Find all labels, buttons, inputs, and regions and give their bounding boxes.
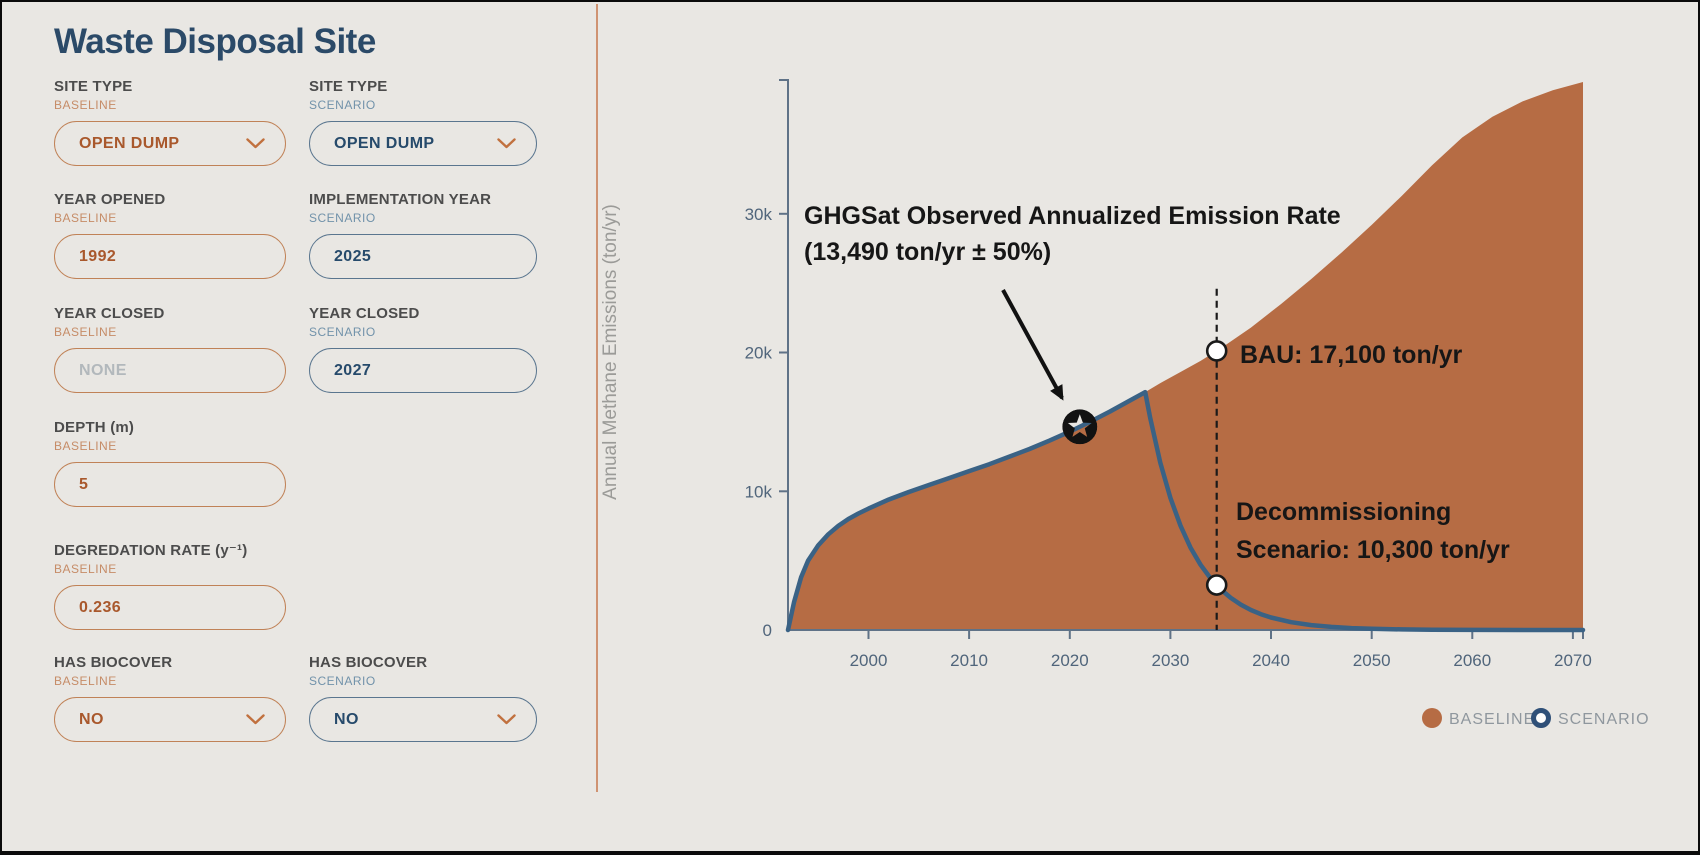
field-value: 1992: [79, 247, 117, 265]
field-sublabel: BASELINE: [54, 439, 117, 453]
scenario-line: [785, 389, 1586, 633]
decommissioning-annotation-line1: Decommissioning: [1236, 498, 1451, 526]
observed-annotation-line1: GHGSat Observed Annualized Emission Rate: [804, 202, 1341, 230]
field-year-opened-baseline: YEAR OPENED BASELINE 1992: [54, 191, 286, 279]
tick-label: 2020: [1051, 651, 1089, 670]
tick-label: 2030: [1151, 651, 1189, 670]
scenario-legend-label: SCENARIO: [1558, 711, 1650, 728]
field-year-closed-scenario: YEAR CLOSED SCENARIO 2027: [309, 305, 537, 393]
field-value: 2027: [334, 361, 372, 379]
emissions-chart-svg: 2000 2010 2020 2030 2040 2050 2060 2070 0 10k 20k 3…: [600, 79, 1650, 728]
text-input[interactable]: 1992: [54, 234, 286, 279]
decommissioning-annotation-line2: Scenario: 10,300 ton/yr: [1236, 536, 1510, 564]
chevron-down-icon: [497, 138, 516, 149]
field-label: SITE TYPE: [54, 78, 133, 95]
tick-label: 30k: [745, 205, 773, 224]
text-input[interactable]: 5: [54, 462, 286, 507]
text-input[interactable]: 2025: [309, 234, 537, 279]
field-sublabel: BASELINE: [54, 562, 117, 576]
chevron-down-icon: [246, 138, 265, 149]
field-value: OPEN DUMP: [334, 134, 435, 152]
text-input[interactable]: 0.236: [54, 585, 286, 630]
field-sublabel: SCENARIO: [309, 211, 376, 225]
dropdown-select[interactable]: NO: [54, 697, 286, 742]
field-sublabel: BASELINE: [54, 211, 117, 225]
field-sublabel: BASELINE: [54, 674, 117, 688]
field-sublabel: SCENARIO: [309, 98, 376, 112]
field-sublabel: SCENARIO: [309, 325, 376, 339]
field-sublabel: BASELINE: [54, 98, 117, 112]
bau-annotation: BAU: 17,100 ton/yr: [1240, 341, 1463, 369]
chevron-down-icon: [497, 714, 516, 725]
dropdown-select[interactable]: OPEN DUMP: [54, 121, 286, 166]
bau-point-marker: [1205, 340, 1228, 362]
text-input[interactable]: NONE: [54, 348, 286, 393]
field-value: 0.236: [79, 598, 122, 616]
baseline-legend-label: BASELINE: [1449, 711, 1535, 728]
field-site-type-baseline: SITE TYPE BASELINE OPEN DUMP: [54, 78, 286, 166]
tick-label: 10k: [745, 482, 773, 501]
field-sublabel: SCENARIO: [309, 674, 376, 688]
field-label: YEAR CLOSED: [309, 305, 420, 322]
field-has-biocover-scenario: HAS BIOCOVER SCENARIO NO: [309, 654, 537, 742]
tick-label: 2060: [1453, 651, 1491, 670]
field-site-type-scenario: SITE TYPE SCENARIO OPEN DUMP: [309, 78, 537, 166]
emissions-chart: 2000 2010 2020 2030 2040 2050 2060 2070 0 10k 20k 3…: [600, 52, 1698, 842]
page-title: Waste Disposal Site: [54, 22, 376, 61]
chevron-down-icon: [246, 714, 265, 725]
baseline-legend-icon: [1422, 708, 1442, 728]
panel-divider: [596, 4, 598, 792]
field-label: DEGREDATION RATE (y⁻¹): [54, 542, 248, 559]
dropdown-select[interactable]: OPEN DUMP: [309, 121, 537, 166]
field-value: OPEN DUMP: [79, 134, 180, 152]
tick-label: 2010: [950, 651, 988, 670]
field-value: NONE: [79, 361, 127, 379]
tick-label: 2000: [850, 651, 888, 670]
field-label: HAS BIOCOVER: [309, 654, 428, 671]
dropdown-select[interactable]: NO: [309, 697, 537, 742]
tick-label: 2050: [1353, 651, 1391, 670]
tick-label: 0: [763, 621, 772, 640]
field-label: SITE TYPE: [309, 78, 388, 95]
field-label: YEAR OPENED: [54, 191, 166, 208]
field-value: NO: [79, 710, 104, 728]
field-depth-m-baseline: DEPTH (m) BASELINE 5: [54, 419, 286, 507]
field-label: YEAR CLOSED: [54, 305, 165, 322]
field-value: 5: [79, 475, 89, 493]
tick-label: 2040: [1252, 651, 1290, 670]
annotation-arrow: [1001, 289, 1064, 401]
field-value: 2025: [334, 247, 372, 265]
observed-star-marker: [1062, 409, 1098, 445]
field-year-closed-baseline: YEAR CLOSED BASELINE NONE: [54, 305, 286, 393]
baseline-area: [788, 82, 1583, 630]
scenario-point-marker: [1205, 574, 1228, 596]
axis-ticks: 2000 2010 2020 2030 2040 2050 2060 2070 0 10k 20k 3…: [745, 205, 1592, 670]
y-axis-title: Annual Methane Emissions (ton/yr): [600, 204, 621, 500]
field-label: HAS BIOCOVER: [54, 654, 173, 671]
field-label: IMPLEMENTATION YEAR: [309, 191, 492, 208]
field-sublabel: BASELINE: [54, 325, 117, 339]
text-input[interactable]: 2027: [309, 348, 537, 393]
chart-legend: BASELINE SCENARIO: [1422, 708, 1650, 728]
tick-label: 20k: [745, 344, 773, 363]
field-label: DEPTH (m): [54, 419, 135, 436]
field-value: NO: [334, 710, 359, 728]
field-implementation-year-scenario: IMPLEMENTATION YEAR SCENARIO 2025: [309, 191, 537, 279]
scenario-legend-icon: [1531, 708, 1551, 728]
field-has-biocover-baseline: HAS BIOCOVER BASELINE NO: [54, 654, 286, 742]
tick-label: 2070: [1554, 651, 1592, 670]
field-degredation-rate-y-baseline: DEGREDATION RATE (y⁻¹) BASELINE 0.236: [54, 541, 286, 630]
observed-annotation-line2: (13,490 ton/yr ± 50%): [804, 238, 1051, 266]
